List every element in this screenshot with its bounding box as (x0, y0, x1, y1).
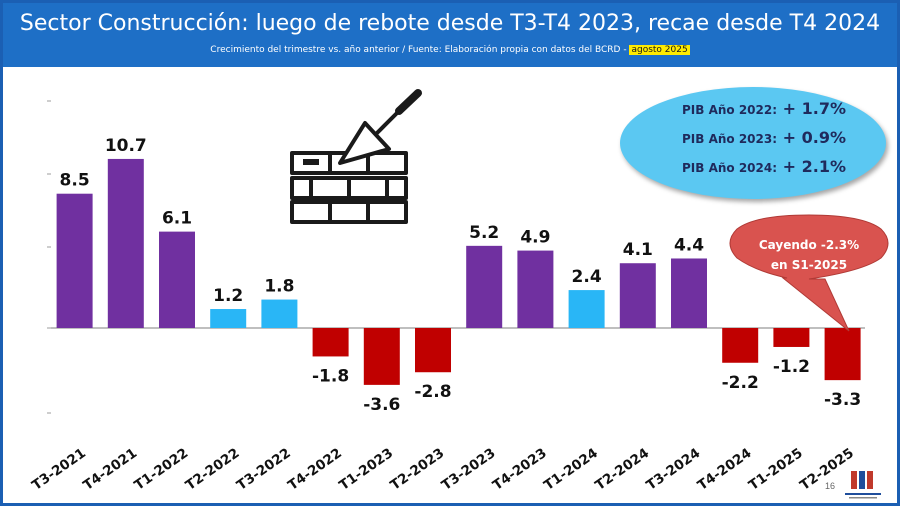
bar-T1-2023 (363, 328, 400, 385)
bar-T3-2021 (56, 193, 93, 328)
bar-T4-2022 (312, 328, 349, 357)
pib-info-ellipse (620, 87, 886, 199)
pib-2024-label: PIB Año 2024: (682, 161, 778, 175)
pib-2023-value: + 0.9% (782, 128, 846, 147)
value-label-T1-2024: 2.4 (572, 267, 602, 287)
subtitle-date-highlight: agosto 2025 (629, 45, 690, 55)
bar-T2-2023 (415, 328, 451, 373)
value-label-T3-2023: 5.2 (469, 223, 499, 243)
value-label-T1-2022: 6.1 (162, 209, 192, 229)
pib-2024-line: PIB Año 2024: + 2.1% (669, 157, 859, 176)
bar-T4-2023 (517, 250, 554, 328)
pib-2023-label: PIB Año 2023: (682, 132, 778, 146)
value-label-T4-2024: -2.2 (722, 373, 759, 393)
bar-T3-2023 (466, 245, 503, 328)
value-label-T2-2022: 1.2 (213, 286, 243, 306)
value-label-T3-2024: 4.4 (674, 235, 704, 255)
value-label-T3-2021: 8.5 (60, 171, 90, 191)
callout-bubble (729, 214, 889, 332)
bar-T3-2022 (261, 299, 298, 328)
pib-2022-value: + 1.7% (782, 99, 846, 118)
bar-T2-2022 (210, 309, 247, 328)
pib-2022-line: PIB Año 2022: + 1.7% (669, 99, 859, 118)
pib-2023-line: PIB Año 2023: + 0.9% (669, 128, 859, 147)
bar-T1-2025 (773, 328, 810, 347)
value-label-T2-2025: -3.3 (824, 390, 861, 410)
pib-2022-label: PIB Año 2022: (682, 103, 778, 117)
header-banner: Sector Construcción: luego de rebote des… (3, 3, 897, 67)
bar-T4-2024 (722, 328, 759, 363)
callout-text: Cayendo -2.3% en S1-2025 (745, 235, 873, 275)
bar-T4-2021 (107, 158, 144, 328)
callout-line-2: en S1-2025 (770, 258, 848, 272)
callout-line-1: Cayendo -2.3% (758, 238, 860, 252)
bar-chart: 8.5 10.7 6.1 1.2 1.8 -1.8 -3.6 -2.8 5.2 4.9 2.4 4.1… (29, 89, 865, 494)
institution-logo (845, 471, 881, 499)
value-label-T1-2023: -3.6 (363, 395, 400, 415)
bar-T2-2024 (619, 263, 656, 328)
value-label-T4-2021: 10.7 (105, 136, 147, 156)
value-label-T1-2025: -1.2 (773, 357, 810, 377)
bar-T1-2022 (159, 231, 195, 328)
chart-subtitle: Crecimiento del trimestre vs. año anteri… (3, 45, 897, 55)
bar-T2-2025 (824, 328, 861, 381)
pib-2024-value: + 2.1% (782, 157, 846, 176)
value-label-T3-2022: 1.8 (264, 277, 294, 297)
value-label-T2-2023: -2.8 (414, 382, 451, 402)
page-number: 16 (825, 481, 836, 491)
bar-T3-2024 (671, 258, 707, 328)
chart-title: Sector Construcción: luego de rebote des… (19, 11, 881, 36)
brick-wall-trowel-icon (290, 89, 422, 224)
value-label-T4-2022: -1.8 (312, 366, 349, 386)
value-label-T2-2024: 4.1 (623, 240, 653, 260)
subtitle-text: Crecimiento del trimestre vs. año anteri… (210, 45, 630, 55)
value-label-T4-2023: 4.9 (520, 228, 550, 248)
bar-T1-2024 (568, 290, 605, 328)
